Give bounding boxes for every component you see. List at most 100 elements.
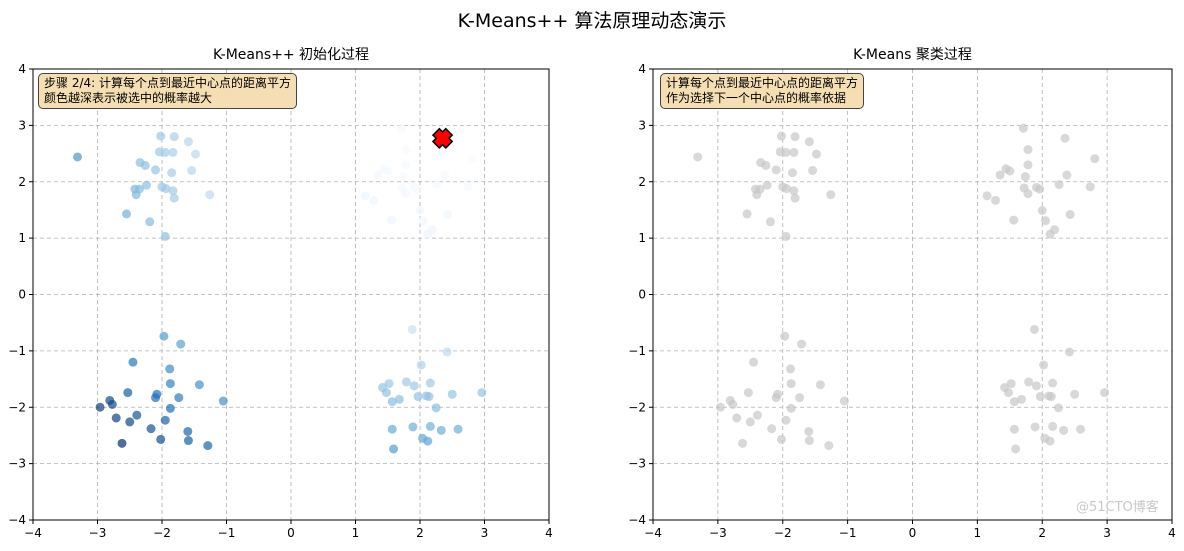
left-data-point xyxy=(415,206,425,216)
right-ytick-label: 2 xyxy=(638,175,646,189)
right-ytick-label: 0 xyxy=(638,288,646,302)
right-data-point xyxy=(1037,206,1047,216)
left-data-point xyxy=(424,392,434,402)
right-data-point xyxy=(1035,184,1045,194)
center-x-marker xyxy=(431,127,454,150)
left-data-point xyxy=(463,182,473,192)
left-data-point xyxy=(425,421,435,431)
right-data-point xyxy=(1030,422,1040,432)
right-axes-frame xyxy=(652,68,1173,521)
left-data-point xyxy=(174,393,184,403)
left-data-point xyxy=(194,380,204,390)
left-data-point xyxy=(191,149,201,159)
left-data-point xyxy=(161,184,171,194)
right-data-point xyxy=(804,426,814,436)
right-data-point xyxy=(786,403,796,413)
left-data-point xyxy=(187,165,197,175)
right-data-point xyxy=(786,364,796,374)
right-data-point xyxy=(839,396,849,406)
right-data-point xyxy=(795,393,805,403)
left-xtick-label: 1 xyxy=(352,526,360,540)
right-data-point xyxy=(1045,436,1055,446)
left-data-point xyxy=(165,403,175,413)
left-data-point xyxy=(125,417,135,427)
right-data-point xyxy=(1062,170,1072,180)
right-data-point xyxy=(1053,403,1063,413)
right-ytick-label: 4 xyxy=(638,62,646,76)
watermark: @51CTO博客 xyxy=(1076,500,1159,515)
left-data-point xyxy=(169,132,179,142)
left-data-point xyxy=(467,154,477,164)
left-data-point xyxy=(432,180,442,190)
left-xtick-label: −4 xyxy=(24,526,42,540)
right-ytick-label: 1 xyxy=(638,231,646,245)
left-data-point xyxy=(205,190,215,200)
left-data-point xyxy=(387,215,397,225)
left-xtick-label: 0 xyxy=(287,526,295,540)
left-data-point xyxy=(132,410,142,420)
right-data-point xyxy=(1060,133,1070,143)
right-xtick-label: 3 xyxy=(1103,526,1111,540)
right-data-point xyxy=(790,132,800,142)
left-data-point xyxy=(442,347,452,357)
right-data-point xyxy=(1059,425,1069,435)
left-xtick-label: −1 xyxy=(218,526,236,540)
right-annotation-line-2: 作为选择下一个中心点的概率依据 xyxy=(666,91,847,105)
right-ytick-label: 3 xyxy=(638,118,646,132)
right-annotation-line-1: 计算每个点到最近中心点的距离平方 xyxy=(666,76,859,90)
right-data-point xyxy=(1009,424,1019,434)
right-data-point xyxy=(1070,389,1080,399)
right-data-point xyxy=(991,195,1001,205)
right-data-point xyxy=(1040,216,1050,226)
right-data-point xyxy=(1005,166,1015,176)
left-data-point xyxy=(408,422,418,432)
right-data-point xyxy=(693,152,703,162)
left-data-point xyxy=(443,209,453,219)
left-xtick-label: 3 xyxy=(481,526,489,540)
right-data-point xyxy=(1023,189,1033,199)
left-data-point xyxy=(160,415,170,425)
right-data-point xyxy=(824,441,834,451)
right-data-point xyxy=(771,393,781,403)
left-xtick-label: 4 xyxy=(545,526,553,540)
left-data-point xyxy=(387,424,397,434)
left-data-point xyxy=(117,438,127,448)
right-xtick-label: 0 xyxy=(909,526,917,540)
left-data-point xyxy=(156,131,166,141)
left-data-point xyxy=(369,195,379,205)
left-data-point xyxy=(167,168,177,178)
right-data-point xyxy=(1011,444,1021,454)
right-data-point xyxy=(1076,424,1086,434)
left-data-point xyxy=(360,191,370,201)
left-data-point xyxy=(123,388,133,398)
left-data-point xyxy=(142,180,152,190)
right-data-point xyxy=(1100,388,1110,398)
right-data-point xyxy=(771,165,781,175)
right-ytick-label: −1 xyxy=(628,344,646,358)
right-data-point xyxy=(797,339,807,349)
left-data-point xyxy=(128,357,138,367)
right-data-point xyxy=(1023,160,1033,170)
left-data-point xyxy=(160,231,170,241)
right-data-point xyxy=(815,380,825,390)
right-ytick-label: −4 xyxy=(628,513,646,527)
right-data-point xyxy=(1045,229,1055,239)
left-ytick-label: −1 xyxy=(8,344,26,358)
left-data-point xyxy=(169,193,179,203)
right-data-point xyxy=(776,434,786,444)
right-data-point xyxy=(732,413,742,423)
left-data-point xyxy=(413,392,423,402)
left-data-point xyxy=(165,379,175,389)
left-ytick-label: −3 xyxy=(8,457,26,471)
right-data-point xyxy=(1029,324,1039,334)
left-data-point xyxy=(146,424,156,434)
left-data-point xyxy=(131,190,141,200)
left-data-point xyxy=(453,424,463,434)
left-data-point xyxy=(111,413,121,423)
right-annotation-box: 计算每个点到最近中心点的距离平方 作为选择下一个中心点的概率依据 xyxy=(660,73,865,109)
left-ytick-label: 2 xyxy=(18,175,26,189)
right-data-point xyxy=(780,331,790,341)
right-data-point xyxy=(826,190,836,200)
left-data-point xyxy=(381,388,391,398)
right-data-point xyxy=(982,191,992,201)
